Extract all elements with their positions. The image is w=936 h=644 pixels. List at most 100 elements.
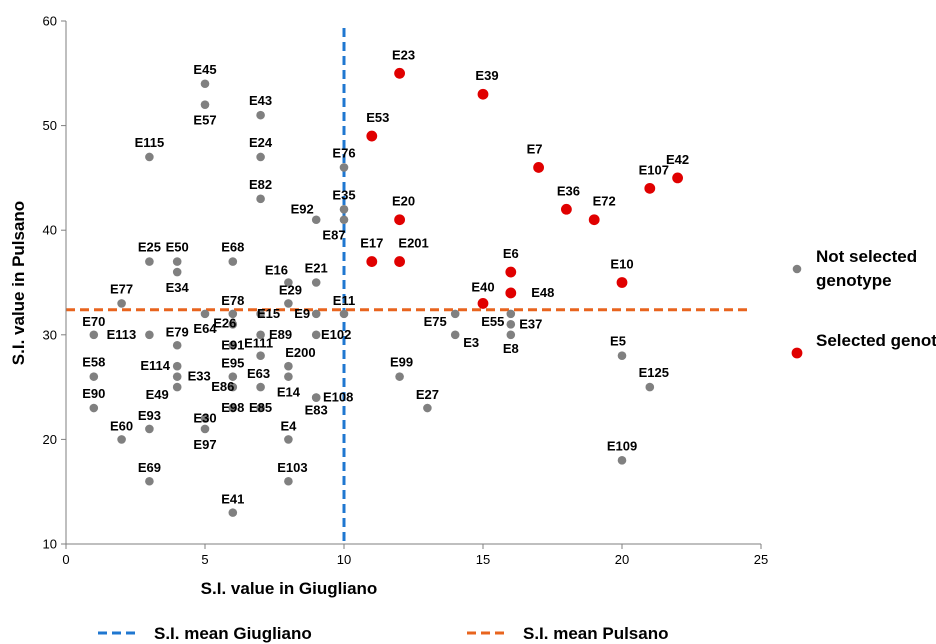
point-label: E5 <box>610 334 626 349</box>
data-point <box>256 194 265 204</box>
data-point <box>645 382 655 392</box>
point-label: E3 <box>463 335 479 350</box>
point-label: E45 <box>193 62 216 77</box>
point-label: E35 <box>332 187 355 202</box>
data-point <box>172 340 182 350</box>
data-point <box>172 267 182 277</box>
point-label: E69 <box>138 460 161 475</box>
data-point <box>256 403 265 413</box>
data-point <box>311 309 321 319</box>
y-axis-title: S.I. value in Pulsano <box>9 201 28 365</box>
data-point <box>311 393 321 402</box>
point-label: E58 <box>82 355 105 370</box>
y-tick-label: 10 <box>43 537 57 552</box>
data-point <box>200 100 210 109</box>
point-label: E7 <box>527 141 543 156</box>
point-label: E55 <box>481 314 504 329</box>
data-point <box>450 330 460 340</box>
point-label: E17 <box>360 236 383 251</box>
point-label: E25 <box>138 240 161 255</box>
data-point <box>228 382 238 392</box>
data-point <box>339 163 349 172</box>
data-point <box>395 372 404 381</box>
data-point <box>200 79 210 89</box>
point-label: E6 <box>503 246 519 261</box>
point-label: E40 <box>471 279 494 294</box>
data-point <box>117 435 126 444</box>
point-label: E111 <box>244 336 273 351</box>
data-point <box>117 299 126 308</box>
point-label: E49 <box>146 387 169 402</box>
x-tick-label: 0 <box>62 552 69 567</box>
data-point <box>644 182 656 194</box>
data-point <box>145 257 154 266</box>
data-point <box>477 298 489 309</box>
point-label: E14 <box>277 385 301 400</box>
data-point <box>394 214 405 226</box>
data-point <box>672 172 683 184</box>
point-label: E87 <box>322 228 345 243</box>
y-tick-label: 60 <box>43 14 57 29</box>
point-label: E90 <box>82 386 105 401</box>
data-point <box>172 361 182 371</box>
data-point <box>284 278 293 287</box>
data-point <box>450 309 460 319</box>
data-point <box>366 130 378 142</box>
point-label: E16 <box>265 263 288 278</box>
data-point <box>366 256 378 267</box>
data-point <box>200 414 210 423</box>
data-point <box>145 152 154 162</box>
data-point <box>172 257 182 266</box>
point-label: E10 <box>610 257 633 272</box>
data-point <box>616 277 628 288</box>
point-label: E92 <box>291 202 314 217</box>
point-label: E39 <box>475 68 498 83</box>
point-label: E20 <box>392 194 415 209</box>
data-point <box>506 309 516 319</box>
data-point <box>588 214 600 226</box>
data-point <box>89 403 99 413</box>
y-tick-label: 20 <box>43 432 57 447</box>
point-label: E11 <box>333 293 355 308</box>
point-label: E64 <box>193 321 217 336</box>
data-point <box>477 88 489 100</box>
data-point <box>228 320 238 329</box>
point-label: E113 <box>107 327 137 342</box>
y-tick-label: 50 <box>43 118 57 133</box>
data-point <box>311 215 321 225</box>
legend-marker <box>791 347 803 359</box>
point-label: E115 <box>135 135 165 150</box>
legend-label: Not selected <box>816 247 917 266</box>
data-point <box>228 257 238 266</box>
legend-label: genotype <box>816 271 892 290</box>
data-point <box>505 266 517 278</box>
point-label: E27 <box>416 387 439 402</box>
point-label: E114 <box>140 358 170 373</box>
point-label: E102 <box>321 327 351 342</box>
point-label: E8 <box>503 341 519 356</box>
data-point <box>423 403 432 413</box>
point-label: E109 <box>607 438 637 453</box>
point-label: E53 <box>366 110 389 125</box>
point-label: E78 <box>221 293 244 308</box>
point-label: E97 <box>193 437 216 452</box>
data-point <box>172 372 182 381</box>
data-point <box>284 435 293 444</box>
point-label: E23 <box>392 47 415 62</box>
point-label: E68 <box>221 240 244 255</box>
point-label: E75 <box>424 314 447 329</box>
point-label: E201 <box>398 236 428 251</box>
data-point <box>228 309 238 319</box>
data-point <box>284 372 293 381</box>
point-label: E63 <box>247 366 270 381</box>
point-label: E34 <box>166 280 190 295</box>
x-tick-label: 20 <box>615 552 629 567</box>
data-point <box>505 287 517 299</box>
data-point <box>617 456 627 465</box>
point-label: E43 <box>249 93 272 108</box>
point-label: E89 <box>269 327 292 342</box>
y-tick-label: 30 <box>43 327 57 342</box>
legend-marker <box>792 264 802 274</box>
data-point <box>506 320 516 329</box>
